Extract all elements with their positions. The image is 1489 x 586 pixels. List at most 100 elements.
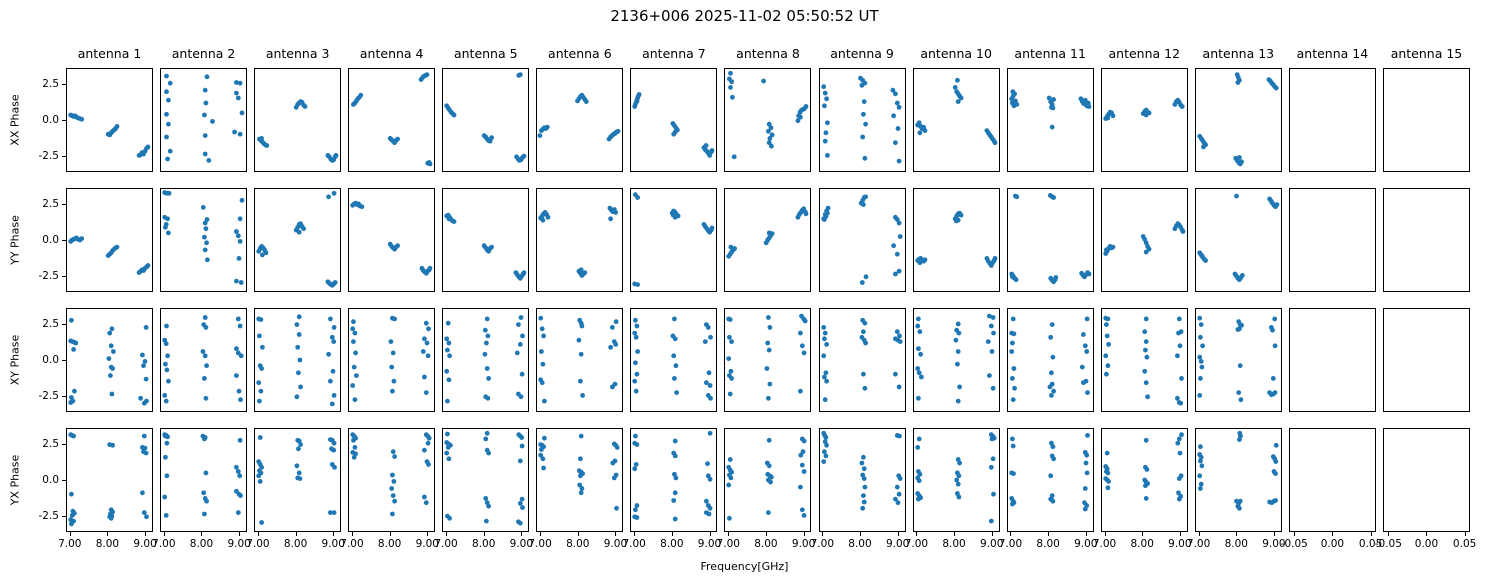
data-point	[798, 484, 804, 490]
x-tick-mark	[333, 532, 335, 536]
data-point	[107, 330, 113, 336]
data-point	[1235, 80, 1241, 85]
data-point	[138, 395, 143, 401]
data-point	[1086, 104, 1092, 109]
x-tick-label: 7.00	[246, 538, 270, 550]
data-point	[166, 190, 172, 196]
scatter-points	[820, 75, 902, 164]
x-tick-mark	[728, 532, 730, 536]
data-point	[236, 256, 242, 261]
data-point	[389, 486, 395, 491]
x-tick-label: 9.00	[1074, 538, 1098, 550]
data-point	[391, 493, 396, 498]
scatter-panel-xy-phase-antenna-14	[1288, 308, 1376, 412]
data-point	[446, 445, 451, 450]
data-point	[489, 244, 495, 250]
scatter-points	[256, 190, 338, 288]
data-point	[1143, 112, 1149, 118]
y-tick-mark	[62, 323, 66, 325]
data-point	[1084, 316, 1090, 322]
data-point	[953, 337, 958, 343]
data-point	[861, 476, 867, 481]
data-point	[73, 340, 79, 346]
data-point	[1105, 363, 1111, 369]
x-tick-label: 7.00	[716, 538, 740, 550]
data-point	[990, 385, 996, 391]
data-point	[326, 351, 332, 357]
y-tick-label: -2.5	[38, 150, 60, 163]
data-point	[485, 395, 491, 401]
scatter-panel-xy-phase-antenna-10	[912, 308, 1000, 412]
scatter-points	[164, 73, 245, 163]
data-point	[259, 520, 265, 525]
scatter-points	[68, 317, 149, 406]
x-tick-label: 8.00	[472, 538, 496, 550]
data-point	[890, 243, 896, 249]
data-point	[264, 143, 270, 148]
data-point	[1236, 505, 1242, 511]
data-point	[145, 263, 151, 268]
data-point	[203, 395, 209, 401]
data-point	[1200, 343, 1205, 349]
data-point	[802, 438, 807, 444]
data-point	[234, 373, 239, 378]
data-point	[1178, 376, 1184, 381]
data-point	[632, 330, 638, 336]
data-point	[164, 134, 169, 140]
data-point	[705, 461, 711, 467]
data-point	[728, 317, 734, 322]
data-point	[351, 319, 357, 325]
data-point	[614, 319, 619, 325]
scatter-points	[350, 200, 433, 276]
data-point	[237, 80, 243, 86]
data-point	[956, 384, 962, 390]
data-point	[142, 359, 148, 364]
data-point	[822, 330, 828, 336]
data-point	[914, 323, 920, 329]
data-point	[863, 274, 868, 280]
data-point	[1197, 444, 1203, 450]
data-point	[427, 435, 432, 441]
data-point	[1010, 89, 1015, 95]
data-point	[424, 500, 429, 506]
scatter-points	[726, 436, 807, 521]
data-point	[164, 89, 169, 95]
x-tick-label: 9.00	[321, 538, 345, 550]
data-point	[446, 320, 451, 326]
data-point	[859, 505, 865, 511]
data-point	[1236, 437, 1242, 442]
data-point	[634, 388, 640, 394]
antenna-title-2: antenna 2	[171, 46, 236, 61]
data-point	[1110, 113, 1116, 119]
data-point	[821, 336, 827, 342]
scatter-points	[820, 317, 903, 403]
data-point	[259, 136, 265, 141]
data-point	[114, 244, 120, 250]
data-point	[518, 72, 523, 78]
data-point	[162, 494, 168, 500]
data-point	[672, 316, 678, 322]
data-point	[770, 132, 775, 138]
data-point	[990, 315, 996, 320]
scatter-panel-yx-phase-antenna-11	[1006, 428, 1094, 532]
y-tick-label: 0.0	[42, 354, 59, 366]
x-tick-label: 7.00	[904, 538, 929, 550]
data-point	[389, 364, 395, 370]
data-point	[518, 342, 523, 347]
data-point	[354, 373, 360, 378]
data-point	[673, 475, 679, 481]
data-point	[484, 340, 490, 346]
data-point	[767, 136, 773, 141]
data-point	[615, 445, 620, 450]
data-point	[1049, 124, 1055, 130]
x-tick-mark	[822, 532, 824, 536]
data-point	[204, 498, 210, 504]
scatter-panel-yx-phase-antenna-7	[630, 428, 718, 532]
scatter-panel-xy-phase-antenna-12	[1100, 308, 1188, 412]
data-point	[1179, 104, 1185, 109]
data-point	[727, 334, 733, 340]
data-point	[1009, 340, 1015, 346]
data-point	[426, 462, 432, 467]
data-point	[232, 129, 238, 135]
data-point	[1273, 459, 1279, 464]
